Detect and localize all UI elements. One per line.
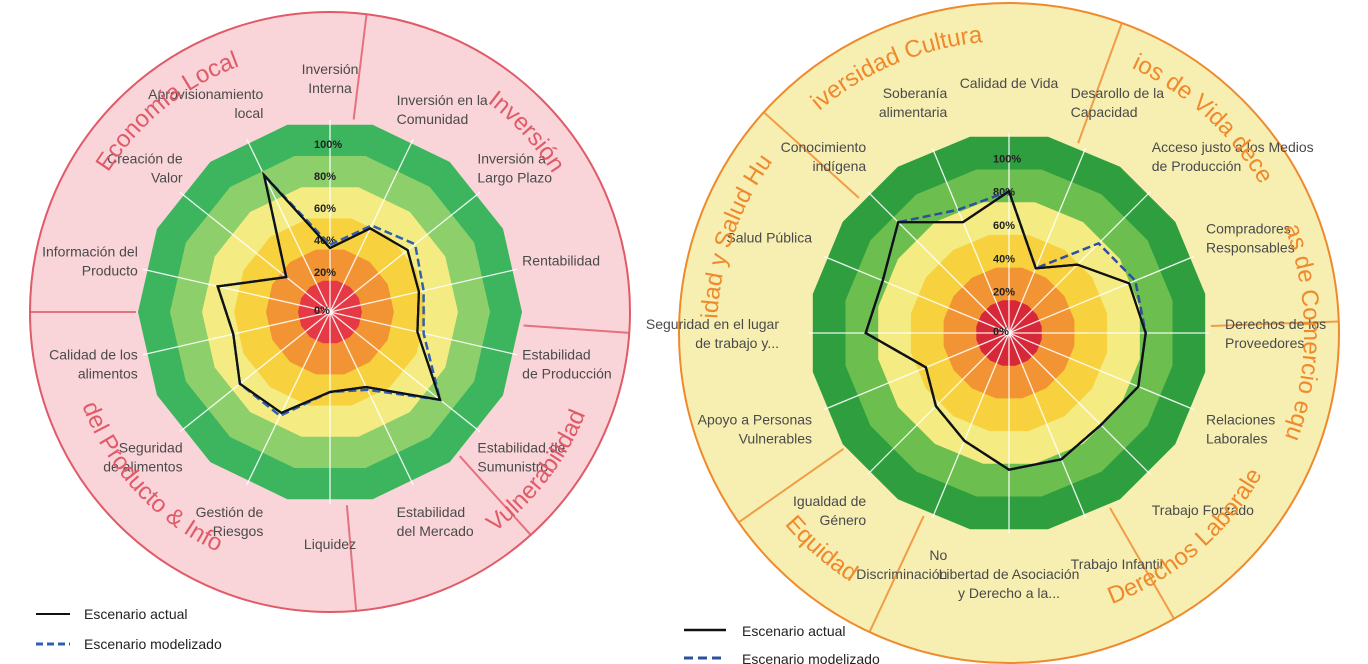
spoke (1008, 191, 1151, 334)
tick-label: 0% (993, 326, 1009, 338)
axis-label: Desarollo de la Capacidad (1071, 85, 1165, 120)
category-divider (1077, 22, 1123, 144)
category-divider (763, 111, 860, 199)
tick-label: 40% (993, 253, 1015, 265)
tick-label: 60% (993, 220, 1015, 232)
spoke (823, 255, 1010, 334)
spoke (142, 268, 331, 313)
axis-label: Gestión de Riesgos (196, 504, 264, 539)
spoke (329, 191, 481, 313)
spoke (179, 191, 331, 313)
series-line-actual-top (216, 171, 442, 415)
axis-label: Liquidez (304, 536, 356, 552)
axis-label: Estabilidad de Sumunistro (477, 440, 565, 475)
spoke (867, 332, 1010, 475)
axis-label: Soberanía alimentaria (879, 85, 948, 120)
spoke (142, 311, 331, 356)
spoke (1008, 332, 1151, 475)
spoke (329, 268, 518, 313)
category-divider (345, 505, 358, 611)
axis-label: Inversión en la Comunidad (397, 92, 488, 127)
category-divider (868, 515, 925, 633)
category-divider (352, 14, 368, 120)
spoke (329, 138, 414, 313)
tick-label: 20% (993, 287, 1015, 299)
axis-label: Inversión Interna (302, 61, 359, 96)
spoke (1008, 147, 1087, 334)
axis-label: Acceso justo a los Medios de Producción (1152, 139, 1314, 174)
category-divider (738, 448, 845, 524)
axis-label: Conocimiento indígena (781, 139, 867, 174)
spoke (246, 138, 331, 313)
spoke (329, 311, 481, 433)
axis-label: Rentabilidad (522, 252, 600, 268)
category-divider (1109, 507, 1175, 620)
spoke (1008, 332, 1087, 519)
category-divider (459, 455, 532, 536)
axis-label: Compradores Responsables (1206, 220, 1295, 255)
tick-label: 20% (314, 267, 336, 279)
series-line-actual-top (864, 189, 1147, 471)
axis-label: Igualdad de Género (793, 493, 866, 528)
tick-label: 100% (993, 153, 1021, 165)
tick-label: 100% (314, 139, 342, 151)
axis-label: Calidad de los alimentos (49, 347, 138, 382)
axis-label: Salud Pública (726, 229, 812, 245)
axis-label: Estabilidad de Producción (522, 347, 612, 382)
spoke (1008, 332, 1195, 411)
axis-label: Libertad de Asociación y Derecho a la... (939, 566, 1080, 601)
axis-label: Relaciones Laborales (1206, 412, 1275, 447)
category-divider (1210, 320, 1339, 327)
spoke (1008, 255, 1195, 334)
spoke (931, 147, 1010, 334)
tick-label: 80% (314, 171, 336, 183)
axis-label: Trabajo Infantil (1071, 556, 1163, 572)
spoke (329, 311, 414, 486)
axis-label: Calidad de Vida (960, 75, 1059, 91)
axis-label: Estabilidad del Mercado (397, 504, 474, 539)
spoke (246, 311, 331, 486)
axis-label: Derechos de los Proveedores (1225, 316, 1326, 351)
axis-label: Inversión a Largo Plazo (477, 150, 552, 185)
axis-label: Trabajo Forzado (1152, 502, 1254, 518)
tick-label: 0% (314, 305, 330, 317)
category-divider (523, 324, 630, 334)
tick-label: 60% (314, 203, 336, 215)
axis-label: Seguridad de alimentos (103, 440, 182, 475)
axis-label: Aprovisionamiento local (148, 86, 263, 121)
spoke (179, 311, 331, 433)
axis-label: Información del Producto (42, 243, 138, 278)
axis-label: Seguridad en el lugar de trabajo y... (646, 316, 779, 351)
axis-label: Apoyo a Personas Vulnerables (698, 412, 812, 447)
radar-chart-1: 0%20%40%60%80%100%Inversión InternaInvers… (0, 0, 631, 613)
spoke (867, 191, 1010, 334)
spoke (931, 332, 1010, 519)
axis-label: Creación de Valor (107, 150, 183, 185)
spoke (823, 332, 1010, 411)
axis-label: No Discriminación (856, 547, 947, 582)
